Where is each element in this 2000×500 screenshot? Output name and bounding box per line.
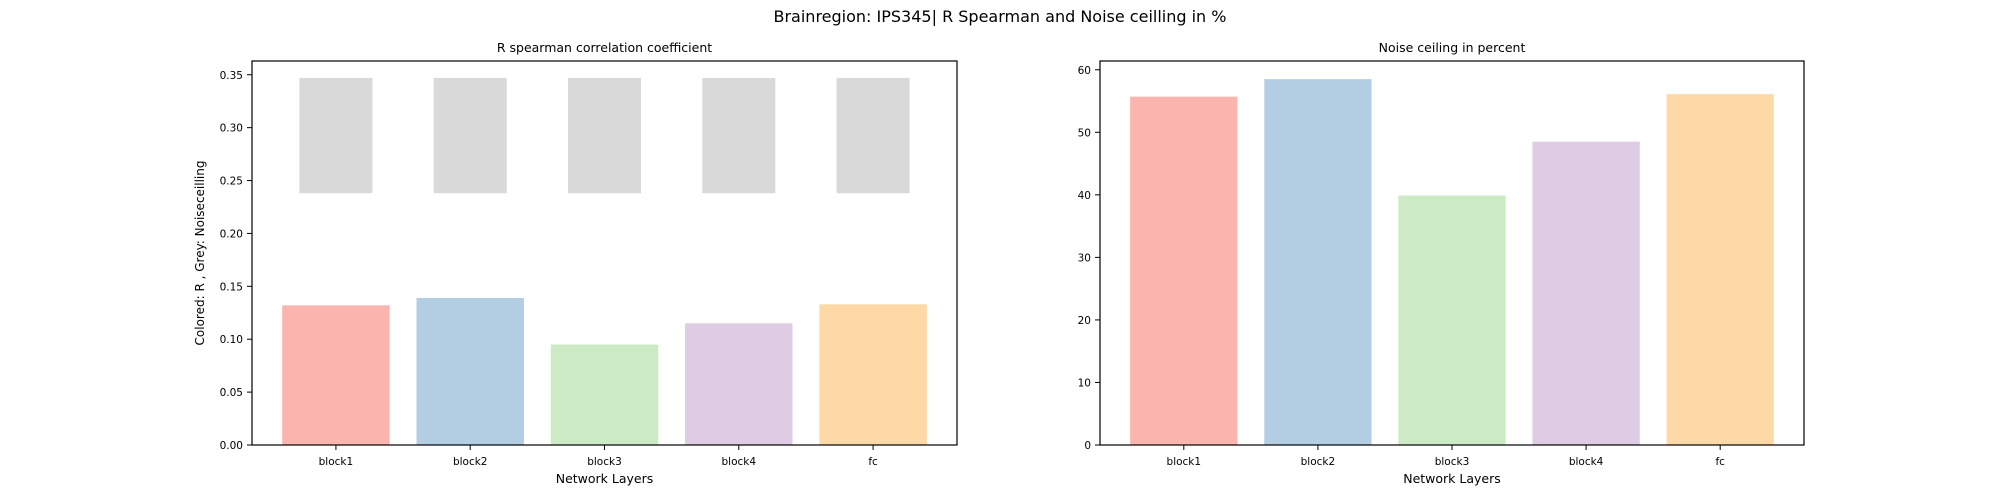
- y-tick-label: 0: [1084, 440, 1091, 452]
- chart-title: Noise ceiling in percent: [1379, 40, 1526, 55]
- x-axis-label: Network Layers: [556, 471, 654, 486]
- y-tick-label: 0.35: [220, 70, 243, 82]
- chart-title: R spearman correlation coefficient: [497, 40, 712, 55]
- x-tick-label: block2: [1301, 456, 1336, 468]
- noise-ceiling-bar: [299, 77, 373, 194]
- bar: [685, 323, 793, 445]
- bar: [416, 297, 524, 445]
- noise-ceiling-bar: [836, 77, 910, 194]
- x-tick-label: block4: [1569, 456, 1604, 468]
- bar: [819, 304, 927, 445]
- y-axis-label: Colored: R , Grey: Noiseceilling: [193, 161, 207, 346]
- noise-ceiling-bar: [433, 77, 507, 194]
- x-axis-label: Network Layers: [1403, 471, 1501, 486]
- r-spearman-chart: 0.000.050.100.150.200.250.300.35 block1 b…: [193, 40, 958, 486]
- y-tick-label: 0.15: [220, 281, 243, 293]
- bar: [1398, 195, 1506, 445]
- bar: [1130, 96, 1238, 446]
- figure-title: Brainregion: IPS345| R Spearman and Nois…: [774, 7, 1227, 26]
- x-axis-ticks: block1 block2 block3 block4 fc: [1167, 445, 1725, 468]
- x-tick-label: block1: [319, 456, 354, 468]
- y-tick-label: 30: [1078, 252, 1091, 264]
- y-axis-ticks: 0 10 20 30 40 50 60: [1078, 65, 1100, 452]
- x-tick-label: block3: [587, 456, 622, 468]
- bar: [1666, 94, 1774, 446]
- bar: [282, 305, 390, 445]
- bar-group: [282, 77, 927, 445]
- x-tick-label: block4: [722, 456, 757, 468]
- y-tick-label: 0.00: [220, 440, 243, 452]
- bar-group: [1130, 79, 1774, 446]
- y-tick-label: 0.05: [220, 387, 243, 399]
- x-tick-label: fc: [1715, 456, 1725, 468]
- x-tick-label: block3: [1435, 456, 1470, 468]
- x-tick-label: block1: [1167, 456, 1202, 468]
- x-tick-label: block2: [453, 456, 488, 468]
- y-tick-label: 20: [1078, 315, 1091, 327]
- y-axis-ticks: 0.00 0.05 0.10 0.15 0.20 0.25 0.30 0.35: [220, 70, 252, 452]
- y-tick-label: 10: [1078, 377, 1091, 389]
- y-tick-label: 0.10: [220, 334, 243, 346]
- y-tick-label: 0.25: [220, 176, 243, 188]
- bar: [550, 344, 659, 445]
- bar: [1264, 79, 1372, 445]
- y-tick-label: 40: [1078, 190, 1091, 202]
- x-axis-ticks: block1 block2 block3 block4 fc: [319, 445, 878, 468]
- noise-ceiling-bar: [567, 77, 642, 194]
- bar: [1532, 141, 1640, 445]
- x-tick-label: fc: [868, 456, 878, 468]
- y-tick-label: 0.30: [220, 123, 243, 135]
- noise-ceiling-chart: 0 10 20 30 40 50 60 block1 block2 block3 block4 fc…: [1078, 40, 1805, 486]
- y-tick-label: 60: [1078, 65, 1091, 77]
- y-tick-label: 50: [1078, 127, 1091, 139]
- noise-ceiling-bar: [702, 77, 776, 194]
- y-tick-label: 0.20: [220, 228, 243, 240]
